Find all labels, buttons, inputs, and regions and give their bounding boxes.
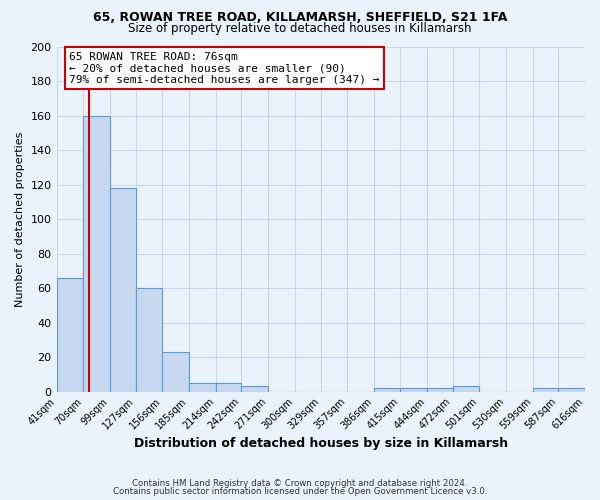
Bar (241, 386, 268, 392)
Bar (533, 388, 559, 392)
Bar (427, 388, 452, 392)
Bar (83, 116, 110, 392)
Bar (559, 388, 585, 392)
Text: Size of property relative to detached houses in Killamarsh: Size of property relative to detached ho… (128, 22, 472, 35)
Bar (136, 288, 162, 392)
X-axis label: Distribution of detached houses by size in Killamarsh: Distribution of detached houses by size … (134, 437, 508, 450)
Bar (56, 278, 83, 392)
Text: 65 ROWAN TREE ROAD: 76sqm
← 20% of detached houses are smaller (90)
79% of semi-: 65 ROWAN TREE ROAD: 76sqm ← 20% of detac… (70, 52, 380, 85)
Text: 65, ROWAN TREE ROAD, KILLAMARSH, SHEFFIELD, S21 1FA: 65, ROWAN TREE ROAD, KILLAMARSH, SHEFFIE… (93, 11, 507, 24)
Y-axis label: Number of detached properties: Number of detached properties (15, 132, 25, 307)
Bar (215, 383, 241, 392)
Bar (374, 388, 400, 392)
Bar (189, 383, 215, 392)
Text: Contains public sector information licensed under the Open Government Licence v3: Contains public sector information licen… (113, 487, 487, 496)
Bar (162, 352, 189, 392)
Bar (110, 188, 136, 392)
Text: Contains HM Land Registry data © Crown copyright and database right 2024.: Contains HM Land Registry data © Crown c… (132, 478, 468, 488)
Bar (452, 386, 479, 392)
Bar (400, 388, 427, 392)
